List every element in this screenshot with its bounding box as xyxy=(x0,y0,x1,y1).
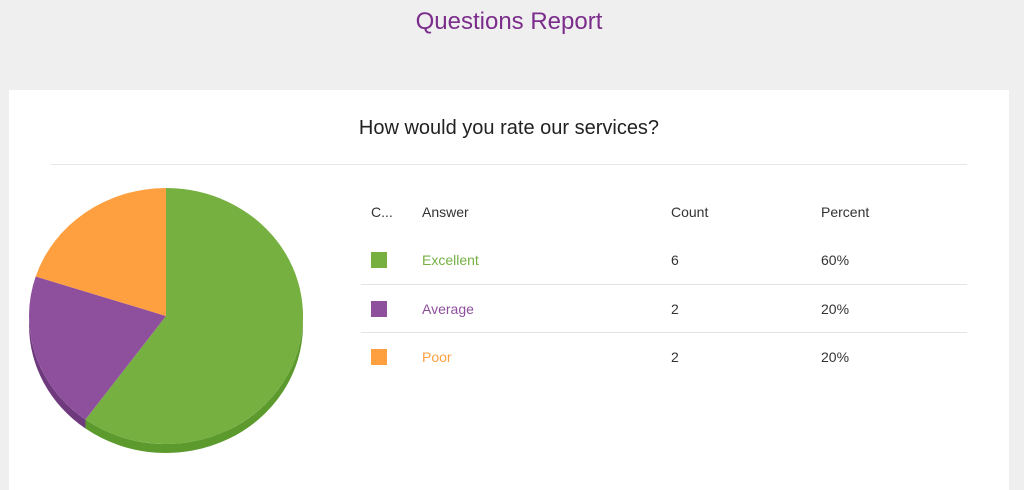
header-answer: Answer xyxy=(422,204,469,220)
question-card: How would you rate our services? C... An… xyxy=(9,90,1009,490)
pie-side-excellent xyxy=(85,316,303,453)
count-value: 2 xyxy=(671,349,679,365)
header-count: Count xyxy=(671,204,709,220)
count-value: 2 xyxy=(671,301,679,317)
results-table: C... Answer Count Percent Excellent 6 60… xyxy=(361,188,967,380)
page-title: Questions Report xyxy=(415,8,603,35)
answer-label: Poor xyxy=(422,349,452,365)
pie-slice-average xyxy=(28,276,166,420)
color-swatch-average xyxy=(371,301,387,317)
pie-chart-svg xyxy=(28,188,304,453)
count-value: 6 xyxy=(671,252,679,268)
pie-slice-excellent xyxy=(85,188,304,444)
pie-slice-poor xyxy=(35,188,166,316)
header-color: C... xyxy=(371,204,393,220)
percent-value: 20% xyxy=(821,301,850,317)
percent-value: 60% xyxy=(821,252,850,268)
table-row-excellent: Excellent 6 60% xyxy=(361,236,967,284)
percent-value: 20% xyxy=(821,349,850,365)
table-header-row: C... Answer Count Percent xyxy=(361,188,967,236)
color-swatch-poor xyxy=(371,349,387,365)
table-row-poor: Poor 2 20% xyxy=(361,332,967,380)
pie-chart xyxy=(25,188,315,458)
header-percent: Percent xyxy=(821,204,870,220)
answer-label: Excellent xyxy=(422,252,479,268)
table-row-average: Average 2 20% xyxy=(361,284,967,332)
color-swatch-excellent xyxy=(371,252,387,268)
answer-label: Average xyxy=(422,301,474,317)
pie-side-average xyxy=(29,316,86,429)
divider xyxy=(51,164,967,165)
question-text: How would you rate our services? xyxy=(358,117,660,139)
